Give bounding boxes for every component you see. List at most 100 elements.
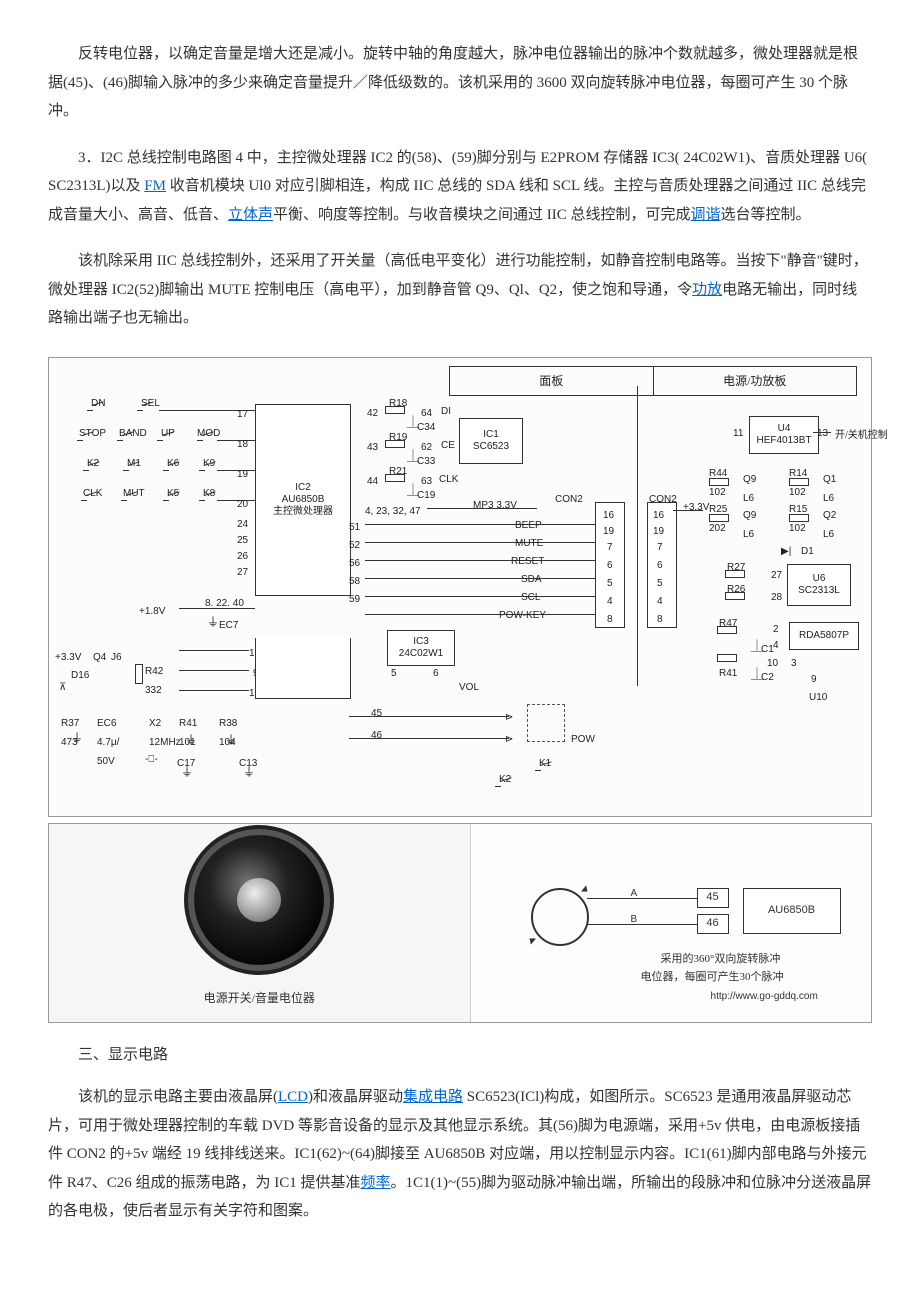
r44: R44 102 — [709, 464, 727, 502]
q9b: Q9 L6 — [743, 506, 756, 544]
chip-au6850b: AU6850B — [743, 888, 841, 934]
con2-8: 8 — [607, 610, 613, 629]
ic1-box: IC1 SC6523 — [459, 418, 523, 464]
link-lcd[interactable]: LCD — [278, 1089, 308, 1105]
ic2-name2: AU6850B — [258, 494, 348, 506]
v33-left: +3.3V — [55, 648, 81, 667]
ic2-pin-19: 19 — [237, 465, 248, 484]
ic2-pin-56: 56 — [349, 554, 360, 573]
ic2-name1: IC2 — [258, 482, 348, 494]
ec6: EC6 4.7μ/ 50V — [97, 714, 119, 771]
schematic-header: 面板 电源/功放板 — [449, 366, 857, 397]
ec7: EC7 — [219, 616, 238, 635]
ic2-ext-box — [255, 638, 351, 699]
ic2-pin-20: 20 — [237, 495, 248, 514]
paragraph-1: 反转电位器，以确定音量是增大还是减小。旋转中轴的角度越大，脉冲电位器输出的脉冲个… — [48, 40, 872, 126]
link-tuning[interactable]: 调谐 — [691, 207, 721, 223]
d1: D1 — [801, 542, 814, 561]
bus-powkey: POW-KEY — [499, 606, 546, 625]
r19: R19 — [389, 428, 407, 447]
link-fm[interactable]: FM — [144, 178, 166, 194]
link-stereo[interactable]: 立体声 — [228, 207, 273, 223]
paragraph-2: 3．I2C 总线控制电路图 4 中，主控微处理器 IC2 的(58)、(59)脚… — [48, 144, 872, 230]
con2-5: 5 — [607, 574, 613, 593]
con2-6: 6 — [607, 556, 613, 575]
c34: C34 — [417, 418, 435, 437]
header-right: 电源/功放板 — [654, 367, 857, 396]
con2r-4: 4 — [657, 592, 663, 611]
ic3-p6: 6 — [433, 664, 439, 683]
j6: J6 — [111, 648, 122, 667]
caption-r1: 采用的360°双向旋转脉冲 — [661, 952, 781, 967]
vol-label: VOL — [459, 678, 479, 697]
d16: D16 — [71, 666, 89, 685]
r47: R47 — [719, 614, 737, 633]
text: 三、显示电路 — [78, 1047, 168, 1063]
ic2-pin-18: 18 — [237, 435, 248, 454]
sig-clk: CLK — [439, 470, 458, 489]
u4-box: U4 HEF4013BT — [749, 416, 819, 454]
ic3-box: IC3 24C02W1 — [387, 630, 455, 666]
q4: Q4 — [93, 648, 106, 667]
u10-box: RDA5807P — [789, 622, 859, 650]
pin-44: 44 — [367, 472, 378, 491]
photo-left: DAX 电源开关/音量电位器 — [49, 824, 471, 1022]
ic2-name3: 主控微处理器 — [258, 506, 348, 518]
caption-r2: 电位器，每圈可产生30个脉冲 — [641, 970, 784, 985]
pin-42: 42 — [367, 404, 378, 423]
section-title-display: 三、显示电路 — [48, 1041, 872, 1070]
wire-a: A — [631, 884, 638, 903]
ic2-pin-59: 59 — [349, 590, 360, 609]
rotary-symbol — [531, 888, 589, 946]
url: http://www.go-gddq.com — [711, 990, 818, 1004]
pin45-box: 45 — [697, 888, 729, 908]
con2-4: 4 — [607, 592, 613, 611]
mp3-33: MP3 3.3V — [473, 496, 517, 515]
link-freq[interactable]: 频率 — [361, 1175, 391, 1191]
photo-row: DAX 电源开关/音量电位器 A B 45 46 AU6850B 采用的360°… — [48, 823, 872, 1023]
u6-box: U6 SC2313L — [787, 564, 851, 606]
ic2-pin-58: 58 — [349, 572, 360, 591]
q1: Q1 L6 — [823, 470, 836, 508]
c2: C2 — [761, 668, 774, 687]
u4-out: 开/关机控制 — [835, 426, 888, 445]
pin46-box: 46 — [697, 914, 729, 934]
link-amp[interactable]: 功放 — [692, 282, 722, 298]
con2r-5: 5 — [657, 574, 663, 593]
ic2-pin-17: 17 — [237, 405, 248, 424]
pin-43: 43 — [367, 438, 378, 457]
u10-p9: 9 — [811, 670, 817, 689]
u10-p3: 3 — [791, 654, 797, 673]
r15: R15 102 — [789, 500, 807, 538]
link-ic[interactable]: 集成电路 — [403, 1089, 463, 1105]
r41b: R41 — [719, 664, 737, 683]
con2-7: 7 — [607, 538, 613, 557]
u6-27: 27 — [771, 566, 782, 585]
text: 平衡、响度等控制。与收音模块之间通过 IIC 总线控制，可完成 — [273, 207, 691, 223]
r18: R18 — [389, 394, 407, 413]
paragraph-3: 该机除采用 IIC 总线控制外，还采用了开关量（高低电平变化）进行功能控制，如静… — [48, 247, 872, 333]
ic2-box: IC2 AU6850B 主控微处理器 — [255, 404, 351, 596]
photo-right: A B 45 46 AU6850B 采用的360°双向旋转脉冲 电位器，每圈可产… — [471, 824, 871, 1022]
ic2-pin-52: 52 — [349, 536, 360, 555]
text: 选台等控制。 — [721, 207, 811, 223]
text: )和液晶屏驱动 — [308, 1089, 403, 1105]
row33: 4, 23, 32, 47 — [365, 502, 421, 521]
wire-b: B — [631, 910, 638, 929]
rotary-knob — [194, 835, 324, 965]
text: 反转电位器，以确定音量是增大还是减小。旋转中轴的角度越大，脉冲电位器输出的脉冲个… — [48, 46, 858, 119]
ec7-sym: ⏚ — [207, 616, 219, 628]
bus-beep: BEEP — [515, 516, 542, 535]
u10-label: U10 — [809, 688, 827, 707]
knob-caption: 电源开关/音量电位器 — [204, 987, 315, 1010]
con2r-8: 8 — [657, 610, 663, 629]
bus-reset: RESET — [511, 552, 544, 571]
text: 该机的显示电路主要由液晶屏( — [78, 1089, 278, 1105]
r42: R42 332 — [145, 662, 163, 700]
con2r-7: 7 — [657, 538, 663, 557]
r21: R21 — [389, 462, 407, 481]
ic2-pin-27: 27 — [237, 563, 248, 582]
ic2-pin-51: 51 — [349, 518, 360, 537]
r25: R25 202 — [709, 500, 727, 538]
p46: 46 — [371, 726, 382, 745]
